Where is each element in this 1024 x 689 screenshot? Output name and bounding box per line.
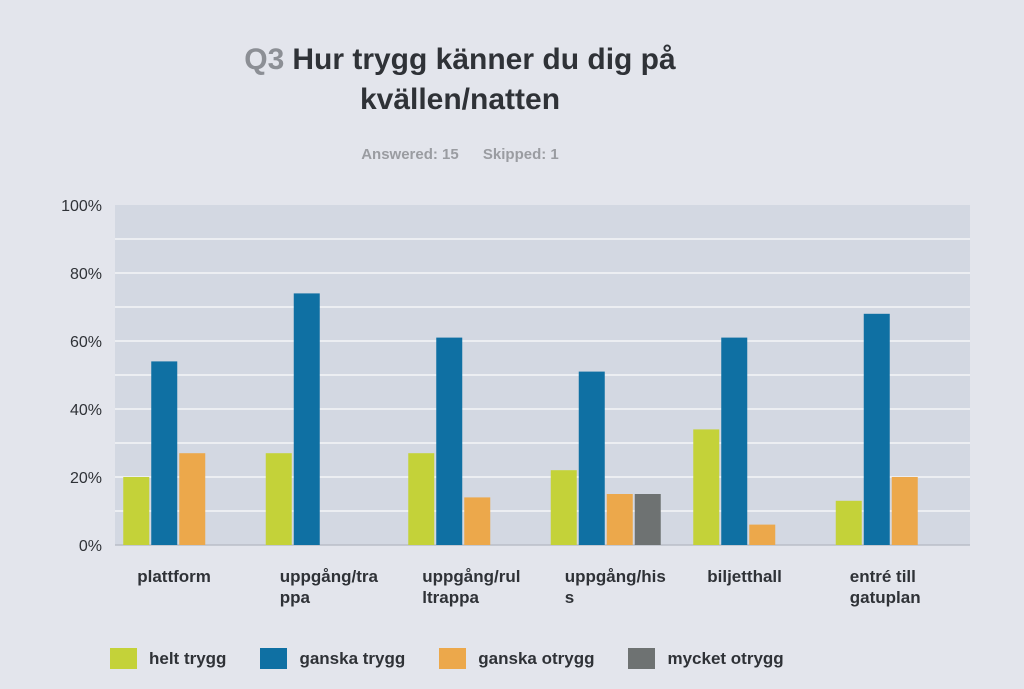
y-tick-label: 100% [61, 198, 102, 215]
legend-item-ganska-otrygg: ganska otrygg [439, 648, 594, 669]
legend-item-mycket-otrygg: mycket otrygg [628, 648, 784, 669]
legend-item-ganska-trygg: ganska trygg [260, 648, 405, 669]
legend-label: mycket otrygg [667, 648, 784, 668]
bar-ganska-otrygg [891, 477, 918, 545]
y-tick-label: 20% [70, 470, 102, 487]
x-tick-label: entré till gatuplan [850, 567, 921, 607]
legend-swatch-helt-trygg [110, 648, 137, 669]
y-tick-label: 60% [70, 334, 102, 351]
bar-ganska-otrygg [749, 524, 776, 545]
x-tick-label: uppgång/tra ppa [280, 567, 379, 607]
answered-count: Answered: 15 [361, 146, 459, 163]
skipped-count: Skipped: 1 [482, 146, 559, 163]
bar-ganska-trygg [293, 293, 320, 545]
bar-ganska-otrygg [606, 494, 633, 545]
chart-legend: helt trygg ganska trygg ganska otrygg my… [110, 648, 818, 669]
y-tick-label: 0% [79, 538, 102, 555]
bar-helt-trygg [693, 429, 720, 545]
question-number: Q3 [244, 43, 285, 76]
legend-swatch-ganska-trygg [260, 648, 288, 669]
bar-ganska-otrygg [464, 497, 491, 545]
x-tick-label: plattform [137, 567, 211, 586]
legend-swatch-ganska-otrygg [439, 648, 467, 669]
legend-label: ganska trygg [299, 648, 406, 668]
bar-ganska-trygg [863, 313, 890, 545]
bar-helt-trygg [265, 453, 292, 545]
bar-ganska-trygg [721, 337, 748, 545]
y-tick-label: 80% [70, 266, 102, 283]
bar-helt-trygg [123, 477, 150, 545]
legend-item-helt-trygg: helt trygg [110, 648, 226, 669]
legend-label: ganska otrygg [478, 648, 595, 668]
bar-ganska-trygg [151, 361, 178, 545]
bar-helt-trygg [835, 500, 862, 545]
bar-helt-trygg [408, 453, 435, 545]
x-tick-label: biljetthall [707, 567, 782, 586]
question-text: Hur trygg känner du dig på kvällen/natte… [292, 43, 676, 116]
bar-mycket-otrygg [634, 494, 661, 545]
legend-label: helt trygg [149, 648, 227, 668]
bar-ganska-trygg [436, 337, 463, 545]
y-tick-label: 40% [70, 402, 102, 419]
chart-title: Q3 Hur trygg känner du dig på kvällen/nat… [200, 40, 720, 120]
x-tick-label: uppgång/rul ltrappa [422, 567, 520, 607]
legend-swatch-mycket-otrygg [628, 648, 656, 669]
bar-ganska-otrygg [179, 453, 206, 545]
x-tick-label: uppgång/his s [565, 567, 666, 607]
bar-ganska-trygg [578, 371, 605, 545]
response-summary: Answered: 15 Skipped: 1 [300, 146, 620, 163]
bar-helt-trygg [550, 470, 577, 545]
